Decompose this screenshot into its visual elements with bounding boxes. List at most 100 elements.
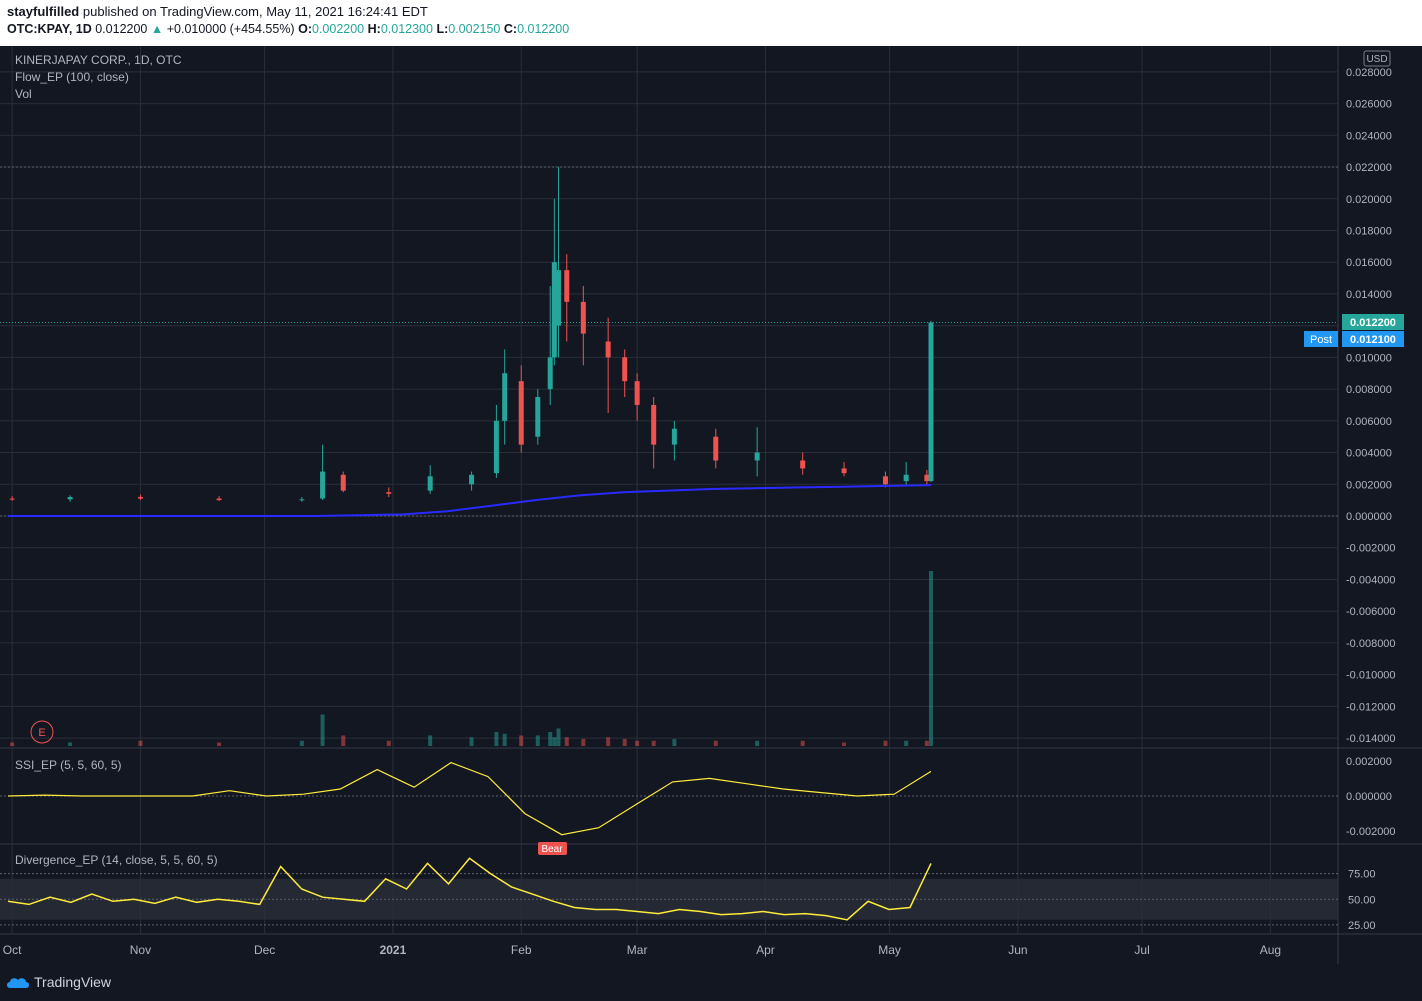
brand-name: TradingView (34, 974, 112, 990)
flow-ep-legend[interactable]: Flow_EP (100, close) (15, 70, 129, 84)
high-label: H: (367, 22, 381, 36)
price-tick-label: 0.000000 (1346, 511, 1392, 523)
candle-body (622, 357, 628, 382)
symbol-label: OTC:KPAY, 1D (7, 22, 92, 36)
volume-bar (428, 735, 433, 746)
price-tick-label: -0.004000 (1346, 574, 1396, 586)
divergence-line (7, 857, 932, 921)
publish-info: stayfulfilled published on TradingView.c… (7, 4, 428, 19)
time-axis[interactable]: Oct Nov Dec 2021 Feb Mar Apr May Jun Jul Aug (3, 943, 1281, 957)
candle-body (555, 270, 561, 326)
ssi-legend[interactable]: SSI_EP (5, 5, 60, 5) (15, 758, 122, 772)
candle-body (634, 381, 640, 405)
price-tick-label: 0.014000 (1346, 289, 1392, 301)
candle-body (518, 381, 524, 445)
candle-body (605, 341, 611, 358)
ssi-axis[interactable]: 0.002000 0.000000 -0.002000 (1346, 756, 1396, 838)
volume-bar (469, 737, 474, 746)
candle-body (651, 404, 657, 445)
volume-bar (320, 714, 325, 746)
candle-body (551, 262, 557, 358)
time-tick-label: Aug (1260, 943, 1281, 957)
candle-body (547, 357, 553, 390)
volume-bar (883, 740, 888, 746)
ssi-signal-line (7, 761, 932, 836)
volume-bar (556, 728, 561, 746)
candle-body (493, 420, 499, 474)
time-tick-label: Mar (627, 943, 648, 957)
candle-body (800, 460, 806, 469)
currency-label: USD (1366, 54, 1387, 65)
price-tick-label: 0.010000 (1346, 352, 1392, 364)
volume-bar (494, 732, 499, 746)
time-tick-label: Feb (511, 943, 532, 957)
divergence-legend[interactable]: Divergence_EP (14, close, 5, 5, 60, 5) (15, 853, 218, 867)
divergence-tick-label: 25.00 (1348, 920, 1376, 932)
candle-body (386, 492, 392, 494)
candle-body (535, 397, 541, 437)
candle-body (564, 270, 570, 302)
post-label: Post (1310, 334, 1332, 346)
candle-body (841, 468, 847, 474)
volume-bar (606, 737, 611, 746)
flow-ep-line (8, 484, 932, 517)
ssi-tick-label: -0.002000 (1346, 826, 1396, 838)
grid-lines (0, 46, 1422, 964)
price-tick-label: 0.016000 (1346, 257, 1392, 269)
volume-bar (713, 740, 718, 746)
price-tick-label: 0.020000 (1346, 194, 1392, 206)
author-name[interactable]: stayfulfilled (7, 4, 80, 19)
candle-body (671, 428, 677, 445)
event-marker-label: E (38, 727, 45, 739)
volume-bar (672, 739, 677, 746)
volume-bar (842, 742, 847, 746)
currency-box[interactable] (1363, 50, 1391, 67)
last-price: 0.012200 (95, 22, 148, 36)
footer-bar: TradingView (0, 964, 1422, 1001)
candle-body (340, 474, 346, 491)
volume-bar (548, 732, 553, 746)
volume-bar (651, 740, 656, 746)
volume-bar (341, 735, 346, 746)
time-tick-label: May (878, 943, 901, 957)
volume-bar (581, 739, 586, 746)
price-tick-label: 0.026000 (1346, 99, 1392, 111)
price-axis[interactable]: 0.028000 0.026000 0.024000 0.022000 0.020000… (1346, 67, 1396, 745)
volume-bar (519, 735, 524, 746)
time-tick-label: Apr (756, 943, 775, 957)
volume-bar (924, 740, 929, 746)
chart-canvas[interactable]: KINERJAPAY CORP., 1D, OTC Flow_EP (100, … (0, 46, 1422, 964)
publish-header: stayfulfilled published on TradingView.c… (0, 0, 1422, 46)
price-change: +0.010000 (+454.55%) (166, 22, 295, 36)
price-tick-label: 0.018000 (1346, 225, 1392, 237)
time-tick-label: Oct (3, 943, 22, 957)
earnings-event-icon[interactable] (30, 720, 54, 744)
volume-bar (564, 737, 569, 746)
volume-bar (622, 739, 627, 746)
price-tick-label: 0.002000 (1346, 479, 1392, 491)
price-tick-label: -0.010000 (1346, 670, 1396, 682)
volume-legend[interactable]: Vol (15, 87, 32, 101)
volume-bar (535, 735, 540, 746)
up-arrow-icon: ▲ (150, 22, 164, 36)
tradingview-logo[interactable]: TradingView (6, 974, 111, 990)
divergence-tick-label: 75.00 (1348, 869, 1376, 881)
divergence-axis[interactable]: 75.00 50.00 25.00 (1348, 869, 1376, 932)
candle-body (9, 498, 15, 500)
volume-bar (552, 737, 557, 746)
post-price-tag (1342, 331, 1404, 347)
price-tick-label: 0.008000 (1346, 384, 1392, 396)
open-label: O: (298, 22, 312, 36)
candle-body (924, 474, 930, 482)
candle-body (928, 322, 934, 482)
volume-bar (904, 740, 909, 746)
candle-body (469, 474, 475, 485)
candle-body (67, 496, 73, 500)
candle-body (502, 373, 508, 421)
open-value: 0.002200 (311, 22, 365, 36)
close-value: 0.012200 (517, 22, 570, 36)
price-tick-label: -0.012000 (1346, 701, 1396, 713)
volume-bar (138, 740, 143, 746)
price-tick-label: 0.004000 (1346, 448, 1392, 460)
high-value: 0.012300 (380, 22, 433, 36)
